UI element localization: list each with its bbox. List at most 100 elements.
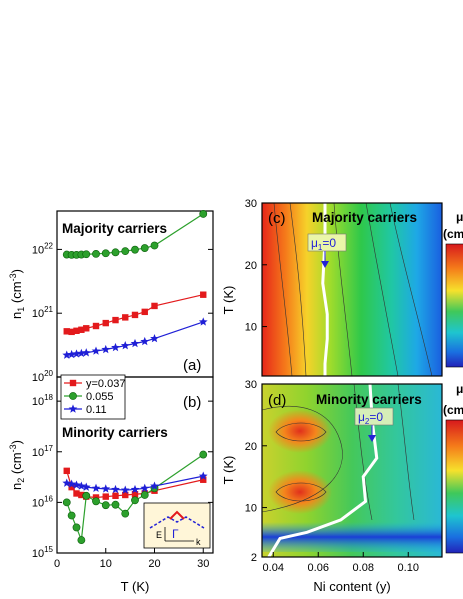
panel-b-ylabel: n2 (cm-3) [8, 440, 26, 490]
panel-d-contour [262, 405, 343, 513]
colorbar-c [445, 243, 463, 368]
band-inset-k-label: k [196, 537, 201, 547]
x-tick-label: 10 [100, 558, 112, 570]
band-inset-e-label: E [156, 530, 162, 540]
data-point [120, 341, 130, 350]
x-tick-label: 0.06 [308, 562, 329, 574]
panel-b-ylabel-close: ) [9, 440, 24, 444]
panel-b-ylabel-sup: -3 [8, 444, 18, 452]
data-point [131, 311, 139, 319]
panel-c-contour [333, 203, 353, 376]
data-point [140, 336, 150, 346]
x-tick-label: 20 [148, 558, 160, 570]
data-point [92, 322, 100, 330]
panel-d-label: (d) [268, 392, 286, 409]
data-point [140, 483, 150, 492]
data-point [67, 479, 76, 488]
data-point [82, 250, 91, 259]
data-point [198, 317, 208, 326]
panel-c-heatmap [262, 203, 442, 376]
data-point [77, 536, 86, 544]
data-point [151, 302, 158, 310]
panel-a-series [62, 210, 208, 359]
data-point [122, 314, 129, 321]
data-point [141, 308, 148, 316]
panel-c-label: (c) [268, 210, 286, 227]
panel-b-x-ticks: 0 10 20 30 [54, 548, 209, 570]
legend-label: 0.11 [86, 404, 107, 416]
panel-c-annotation-base: μ [311, 236, 318, 250]
panel-d-annotation-rest: =0 [369, 410, 383, 424]
panel-d-frame [261, 383, 443, 558]
data-point [92, 497, 100, 506]
y-tick-label: 2 [251, 552, 257, 564]
data-point [120, 485, 130, 494]
data-point [83, 325, 90, 332]
y-tick-label: 1017 [32, 444, 54, 459]
panel-d-annotation-arrowhead [368, 435, 376, 442]
x-tick-label: 30 [197, 558, 209, 570]
panel-c-annotation-sub: 1 [318, 243, 323, 252]
data-point [92, 250, 100, 258]
data-point [102, 493, 109, 500]
data-point [68, 328, 75, 336]
panel-c-contour [389, 203, 433, 376]
data-point [131, 491, 139, 498]
y-tick-label: 30 [245, 198, 257, 210]
panel-a-title: Majority carriers [62, 221, 167, 236]
data-point [78, 491, 85, 499]
panel-d-ylabel: T (K) [221, 456, 236, 485]
data-point [131, 245, 139, 254]
data-point [62, 478, 72, 487]
panel-b: 1015 1016 1017 1018 0 10 20 30 Minority carrie… [8, 374, 214, 594]
panel-b-ylabel-sub: 2 [16, 478, 26, 483]
y-tick-label: 1018 [32, 393, 54, 408]
x-tick-label: 0.04 [263, 562, 284, 574]
panel-b-label: (b) [183, 394, 201, 411]
data-point [81, 348, 91, 357]
band-inset-dispersion [149, 516, 205, 529]
data-point [72, 349, 81, 358]
y-tick-label: 30 [245, 379, 257, 391]
panel-d-annotation-base: μ [358, 410, 365, 424]
data-point [91, 483, 101, 492]
panel-c-field [262, 203, 442, 376]
data-point [101, 249, 110, 258]
panel-d-title: Minority carriers [316, 392, 422, 407]
data-point [112, 316, 119, 324]
panel-d-contour [397, 384, 415, 521]
y-tick-label: 1015 [32, 545, 54, 560]
data-point [62, 350, 72, 359]
panel-a-y-ticks: 1021 1022 1020 [32, 241, 213, 384]
panel-d-annotation-box [354, 407, 394, 426]
data-point [111, 484, 120, 494]
data-point [81, 482, 91, 491]
panel-d-y-ticks: 2 10 20 30 [245, 379, 267, 564]
panel-a-ylabel-base: n [9, 312, 24, 319]
data-point [68, 483, 75, 491]
y-tick-label: 1021 [32, 305, 54, 320]
panel-b-ylabel-unit: (cm [9, 452, 24, 477]
panel-d-annotation-sub: 2 [365, 417, 370, 426]
data-point [72, 523, 81, 532]
colorbar-d [445, 419, 463, 554]
data-point [63, 328, 70, 335]
legend-marker [69, 379, 77, 387]
panel-a-ylabel-unit: (cm [9, 281, 24, 306]
panel-b-series [62, 450, 208, 544]
panel-d-hot-spot [268, 409, 332, 453]
panel-c-annotation-arrowhead [321, 261, 329, 268]
band-inset-pocket [169, 510, 185, 520]
data-point [111, 248, 120, 257]
panel-c-annotation: μ1=0 [311, 236, 336, 252]
data-point [199, 210, 208, 218]
x-tick-label: 0.10 [398, 562, 419, 574]
data-point [150, 481, 159, 490]
legend-marker [69, 392, 77, 400]
legend-marker [68, 404, 78, 413]
y-tick-label: 20 [245, 260, 257, 272]
data-point [199, 450, 208, 459]
